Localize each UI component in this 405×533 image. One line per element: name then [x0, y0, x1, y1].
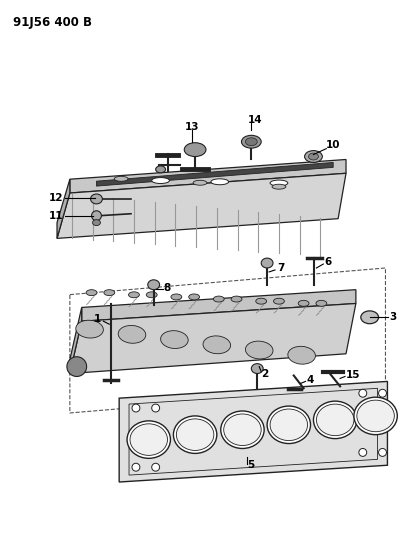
Ellipse shape — [360, 311, 377, 324]
Ellipse shape — [308, 153, 318, 160]
Circle shape — [151, 404, 159, 412]
Text: 15: 15 — [345, 370, 360, 381]
Ellipse shape — [223, 414, 260, 446]
Text: 14: 14 — [247, 115, 261, 125]
Ellipse shape — [127, 421, 170, 458]
Text: 7: 7 — [276, 263, 284, 273]
Text: 6: 6 — [324, 257, 331, 267]
Polygon shape — [70, 303, 355, 374]
Ellipse shape — [313, 401, 356, 439]
Ellipse shape — [315, 404, 353, 435]
Ellipse shape — [255, 298, 266, 304]
Ellipse shape — [173, 416, 216, 454]
Circle shape — [358, 389, 366, 397]
Ellipse shape — [304, 151, 322, 163]
Ellipse shape — [241, 135, 260, 148]
Text: 1: 1 — [94, 314, 101, 324]
Polygon shape — [57, 173, 345, 238]
Polygon shape — [96, 163, 333, 186]
Ellipse shape — [353, 397, 396, 435]
Circle shape — [358, 448, 366, 456]
Ellipse shape — [193, 180, 207, 185]
Ellipse shape — [160, 330, 188, 349]
Ellipse shape — [91, 211, 101, 221]
Ellipse shape — [260, 258, 272, 268]
Circle shape — [132, 404, 140, 412]
Ellipse shape — [76, 320, 103, 338]
Text: 2: 2 — [260, 368, 268, 378]
Polygon shape — [57, 179, 70, 238]
Ellipse shape — [210, 179, 228, 185]
Ellipse shape — [271, 184, 285, 189]
Ellipse shape — [151, 177, 169, 183]
Ellipse shape — [273, 298, 284, 304]
Polygon shape — [70, 308, 81, 374]
Ellipse shape — [86, 290, 97, 296]
Ellipse shape — [184, 143, 205, 157]
Ellipse shape — [287, 346, 315, 364]
Ellipse shape — [269, 180, 287, 186]
Ellipse shape — [171, 294, 181, 300]
Ellipse shape — [297, 301, 308, 306]
Circle shape — [132, 463, 140, 471]
Polygon shape — [81, 289, 355, 321]
Ellipse shape — [176, 419, 213, 450]
Text: 91J56 400 B: 91J56 400 B — [13, 17, 92, 29]
Text: 12: 12 — [48, 193, 63, 203]
Circle shape — [151, 463, 159, 471]
Ellipse shape — [266, 406, 310, 443]
Ellipse shape — [130, 424, 167, 455]
Ellipse shape — [251, 364, 262, 374]
Text: 11: 11 — [48, 211, 63, 221]
Ellipse shape — [147, 280, 159, 289]
Ellipse shape — [269, 409, 307, 441]
Ellipse shape — [114, 176, 128, 181]
Ellipse shape — [92, 220, 100, 225]
Polygon shape — [119, 382, 386, 482]
Ellipse shape — [220, 411, 264, 448]
Ellipse shape — [230, 296, 241, 302]
Ellipse shape — [245, 341, 272, 359]
Circle shape — [377, 448, 386, 456]
Ellipse shape — [356, 400, 393, 432]
Ellipse shape — [155, 166, 165, 173]
Text: 13: 13 — [185, 122, 199, 132]
Circle shape — [67, 357, 86, 376]
Ellipse shape — [104, 290, 115, 296]
Ellipse shape — [315, 301, 326, 306]
Ellipse shape — [188, 294, 199, 300]
Ellipse shape — [90, 194, 102, 204]
Text: 4: 4 — [306, 375, 313, 385]
Text: 3: 3 — [388, 312, 396, 322]
Text: 8: 8 — [163, 282, 171, 293]
Ellipse shape — [213, 296, 224, 302]
Ellipse shape — [118, 326, 145, 343]
Text: 5: 5 — [247, 460, 254, 470]
Ellipse shape — [202, 336, 230, 354]
Ellipse shape — [245, 138, 257, 146]
Polygon shape — [70, 159, 345, 193]
Ellipse shape — [128, 292, 139, 298]
Ellipse shape — [146, 292, 157, 298]
Text: 10: 10 — [326, 140, 340, 150]
Circle shape — [377, 389, 386, 397]
